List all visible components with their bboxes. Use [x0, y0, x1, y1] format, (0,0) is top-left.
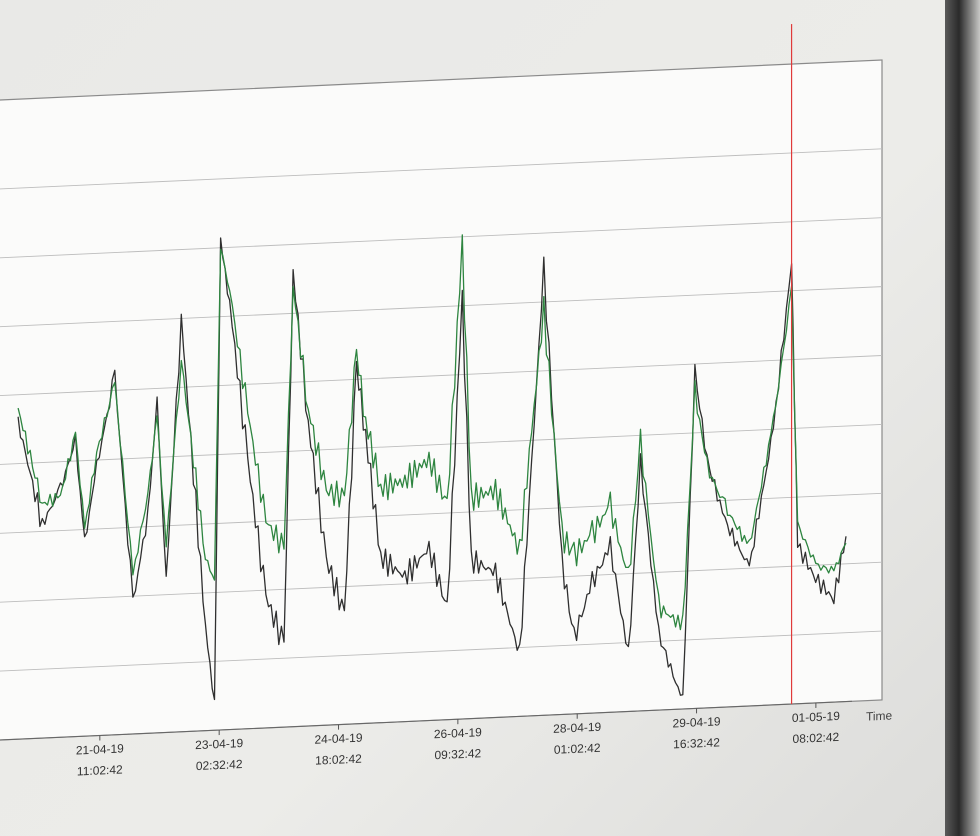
series-line-dark — [17, 237, 847, 701]
grid-line — [0, 630, 882, 673]
x-tick-date-label: 29-04-19 — [673, 714, 721, 730]
x-axis-line — [0, 700, 852, 742]
monitor-bezel — [945, 0, 980, 836]
grid-line — [0, 561, 882, 605]
x-tick-date-label: 01-05-19 — [792, 709, 840, 725]
x-tick-date-label: 23-04-19 — [195, 736, 243, 752]
grid-line — [0, 492, 882, 536]
x-tick-time-label: 09:32:42 — [435, 746, 482, 762]
x-tick-time-label: 02:32:42 — [196, 757, 243, 773]
x-tick-date-label: 26-04-19 — [434, 725, 482, 741]
x-tick-time-label: 18:02:42 — [315, 752, 362, 768]
grid-line — [0, 148, 882, 191]
x-tick-date-label: 21-04-19 — [76, 741, 124, 757]
plot-area — [0, 59, 883, 742]
x-tick-date-label: 24-04-19 — [315, 731, 363, 747]
time-series-chart: 21-04-19 11:02:42 23-04-19 02:32:42 24-04-19… — [0, 24, 893, 779]
x-tick-time-label: 08:02:42 — [793, 730, 840, 746]
x-axis-title: Time — [866, 708, 893, 723]
x-tick-time-label: 11:02:42 — [77, 762, 123, 778]
grid-line — [0, 355, 882, 398]
series-line-green — [17, 234, 847, 631]
x-axis: 21-04-19 11:02:42 23-04-19 02:32:42 24-04-19… — [76, 702, 840, 779]
x-tick-time-label: 01:02:42 — [554, 741, 601, 757]
x-tick-date-label: 28-04-19 — [553, 720, 601, 736]
grid-line — [0, 286, 882, 329]
series-layer — [17, 234, 847, 701]
x-tick-time-label: 16:32:42 — [673, 735, 720, 751]
grid-line — [0, 217, 882, 260]
